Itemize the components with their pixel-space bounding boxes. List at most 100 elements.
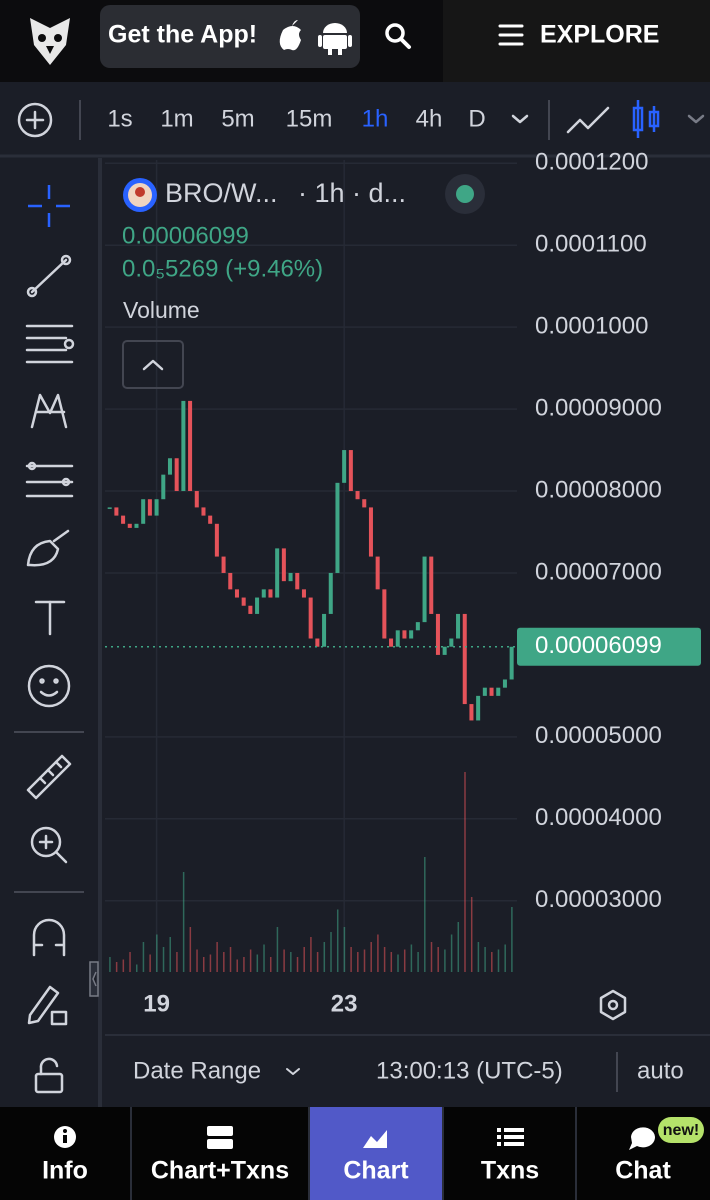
get-app-button[interactable] [100,5,360,68]
price-change: 0.0₅5269 (+9.46%) [122,255,323,282]
search-icon[interactable] [385,23,411,49]
line-style-icon[interactable] [566,106,610,134]
candle-body [395,630,400,647]
emoji-tool[interactable] [27,664,71,708]
chevron-up [142,359,164,371]
candle-body [422,556,427,623]
volume-bar [269,957,272,972]
interval-button[interactable]: D [468,105,485,132]
candle-body [355,491,360,500]
nav-tab[interactable]: Chat [615,1157,671,1185]
interval-button[interactable]: 4h [416,105,443,132]
candle-body [188,400,193,492]
interval-button[interactable]: 1h [362,105,389,132]
candle-body [362,499,367,508]
volume-bar [109,957,111,972]
android-icon[interactable] [318,23,352,55]
volume-bar [135,964,138,972]
candle-body [456,613,461,639]
text-tool[interactable] [34,600,66,636]
candle-body [476,695,481,721]
tab-icon[interactable] [363,1130,387,1148]
pattern-tool[interactable] [30,393,68,429]
volume-bar [296,957,299,972]
magnet-tool[interactable] [32,918,66,957]
volume-bar [357,952,359,972]
volume-bar [263,944,265,972]
add-indicator[interactable] [17,102,53,138]
crosshair-tool[interactable] [28,185,70,227]
prediction-tool[interactable] [25,461,74,498]
x-tick-label: 23 [331,990,358,1017]
volume-bar [310,937,312,972]
logo[interactable] [30,18,70,65]
candle-body [208,515,213,524]
interval-dropdown[interactable] [511,114,529,124]
candle-body [194,491,199,508]
volume-bar [377,934,379,972]
tab-icon[interactable] [54,1126,76,1148]
candle-body [114,507,119,516]
new-badge [658,1117,704,1143]
volume-bar [115,962,118,972]
brush-tool[interactable] [26,529,70,567]
interval-button[interactable]: 1m [160,105,193,132]
nav-tab[interactable]: Info [42,1157,88,1185]
candle-body [161,474,166,500]
ruler-tool[interactable] [26,754,72,800]
candle-body [315,638,320,647]
auto-scale[interactable]: auto [637,1057,684,1084]
volume-bar [316,952,319,972]
zoom-tool[interactable] [30,826,68,864]
volume-bar [410,944,413,972]
volume-bar [189,927,192,972]
volume-bar [363,949,366,972]
menu-icon[interactable] [498,24,524,46]
unlock-tool[interactable] [34,1057,64,1094]
volume-bar [343,927,346,972]
date-range[interactable]: Date Range [133,1057,261,1084]
volume-bar [323,942,326,972]
fib-tool[interactable] [25,324,75,364]
volume-bar [470,897,473,972]
collapse-toolbar[interactable] [89,961,99,997]
candle-body [154,499,159,516]
explore-label[interactable]: EXPLORE [540,21,659,49]
volume-bar [236,959,238,972]
collapse-legend[interactable] [122,340,184,389]
volume-bar [383,947,386,972]
trend-line-tool[interactable] [26,254,72,298]
get-app-label: Get the App! [108,21,257,49]
apple-icon[interactable] [279,20,301,51]
chart-area [105,160,710,975]
candle-style-icon[interactable] [632,100,660,138]
candle-body [335,482,340,573]
settings-icon-center [607,999,619,1011]
candle-body [322,613,327,647]
interval-button[interactable]: 5m [221,105,254,132]
nav-tab[interactable]: Chart [343,1157,409,1185]
new-badge-label: new! [663,1122,699,1139]
candle-body [167,458,172,475]
volume-bar [156,934,158,972]
candle-body [462,613,467,705]
volume-bar [350,947,352,972]
interval-button[interactable]: 15m [286,105,333,132]
volume-bar [437,947,439,972]
candle-body [234,589,239,598]
volume-bar [243,957,245,972]
tab-icon[interactable] [629,1127,655,1150]
style-dropdown[interactable] [687,114,705,124]
nav-tab[interactable]: Txns [481,1157,539,1185]
volume-bar [397,954,399,972]
lock-drawing-tool[interactable] [27,985,68,1026]
tab-icon[interactable] [207,1126,233,1149]
interval-button[interactable]: 1s [107,105,132,132]
date-range-dropdown[interactable] [286,1068,300,1075]
nav-tab[interactable]: Chart+Txns [151,1157,289,1185]
symbol-icon [123,178,157,212]
volume-bar [162,947,165,972]
candle-body [295,572,300,590]
settings-icon[interactable] [599,989,627,1021]
tab-icon[interactable] [497,1128,524,1146]
